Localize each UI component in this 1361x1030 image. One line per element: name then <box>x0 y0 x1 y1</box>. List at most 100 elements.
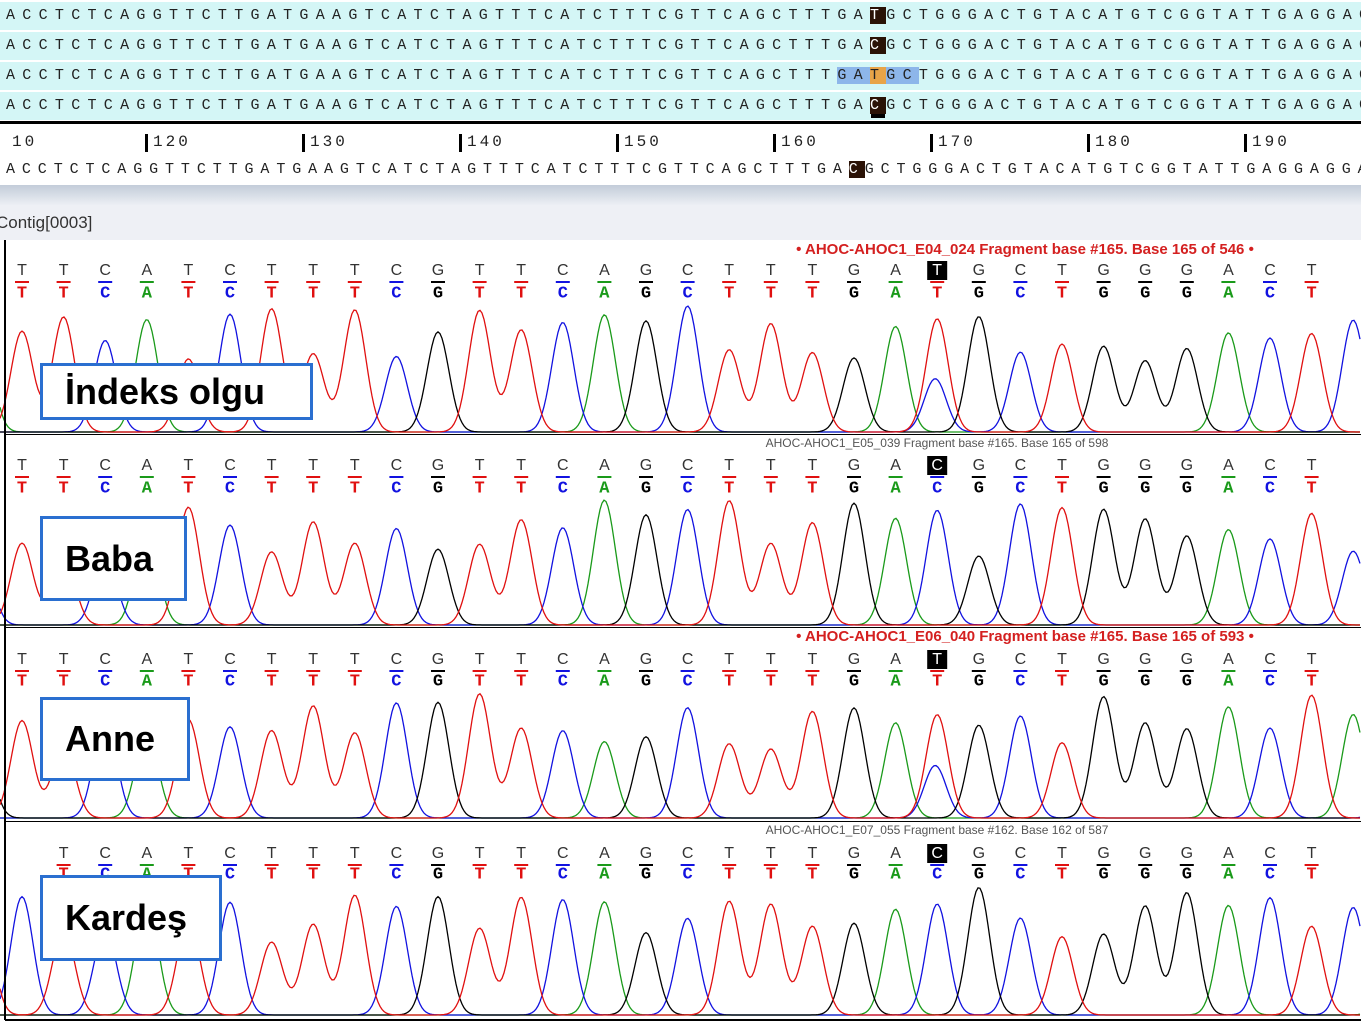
ruler-label: 140 <box>467 133 505 151</box>
called-base: T <box>183 479 193 498</box>
called-base: T <box>350 284 360 303</box>
called-base: C <box>558 284 568 303</box>
base-letter: G <box>1181 262 1193 279</box>
called-base: C <box>225 865 235 884</box>
base-letter: T <box>724 262 734 279</box>
base-letter: G <box>1181 845 1193 862</box>
called-base: C <box>558 865 568 884</box>
called-base: T <box>766 865 776 884</box>
called-base: G <box>1140 865 1150 884</box>
base-letter: T <box>17 651 27 668</box>
ruler-label: 170 <box>938 133 976 151</box>
base-letter: T <box>350 457 360 474</box>
base-letter: T <box>350 845 360 862</box>
base-letter: A <box>141 262 152 279</box>
called-base: T <box>1306 284 1316 303</box>
alignment-row: ACCTCTCAGGTTCTTGATGAAGTCATCTAGTTTCATCTTT… <box>0 32 1361 60</box>
alignment-row: ACCTCTCAGGTTCTTGATGAAGTCATCTAGTTTCATCTTT… <box>0 92 1361 120</box>
base-letter: G <box>640 457 652 474</box>
base-letter: A <box>890 651 901 668</box>
called-base: C <box>1265 479 1275 498</box>
called-base: G <box>1182 865 1192 884</box>
called-base: G <box>641 672 651 691</box>
called-base: T <box>1306 672 1316 691</box>
separator <box>0 121 1361 124</box>
called-base: G <box>1140 479 1150 498</box>
base-letter: T <box>1307 845 1317 862</box>
called-base: T <box>1306 865 1316 884</box>
called-base: C <box>1015 479 1025 498</box>
called-base: T <box>516 479 526 498</box>
called-base: C <box>682 865 692 884</box>
called-base: T <box>474 865 484 884</box>
base-letter: T <box>766 262 776 279</box>
base-letter: T <box>308 457 318 474</box>
base-letter: G <box>848 651 860 668</box>
called-base: T <box>183 672 193 691</box>
base-letter: T <box>1057 457 1067 474</box>
alignment-row: ACCTCTCAGGTTCTTGATGAAGTCATCTAGTTTCATCTTT… <box>0 2 1361 30</box>
base-letter: T <box>516 457 526 474</box>
called-base: A <box>890 672 901 691</box>
base-letter: C <box>1015 262 1027 279</box>
base-letter: C <box>391 651 403 668</box>
called-base: G <box>1140 672 1150 691</box>
sequence-segment: T <box>870 67 886 84</box>
base-letter: T <box>808 651 818 668</box>
called-base: C <box>1265 284 1275 303</box>
called-base: C <box>391 284 401 303</box>
sequence-segment: GC <box>886 67 919 84</box>
called-base: A <box>1223 672 1234 691</box>
called-base: G <box>1140 284 1150 303</box>
base-letter: A <box>1223 651 1234 668</box>
sequence-segment: C <box>849 161 865 178</box>
called-base: T <box>766 479 776 498</box>
base-letter: T <box>184 651 194 668</box>
called-base: T <box>474 479 484 498</box>
base-letter: T <box>724 457 734 474</box>
toolbar-band <box>0 185 1361 205</box>
called-base: T <box>516 672 526 691</box>
base-letter: G <box>973 262 985 279</box>
called-base: T <box>266 672 276 691</box>
called-base: T <box>308 672 318 691</box>
base-letter: G <box>1097 262 1109 279</box>
called-base: C <box>558 672 568 691</box>
called-base: G <box>1182 479 1192 498</box>
ruler-tick <box>616 134 619 152</box>
called-base: C <box>391 479 401 498</box>
base-letter: C <box>1264 845 1276 862</box>
base-letter: G <box>848 262 860 279</box>
base-letter: C <box>682 262 694 279</box>
base-letter: T <box>766 651 776 668</box>
called-base: C <box>1265 672 1275 691</box>
base-letter: T <box>475 457 485 474</box>
base-letter: A <box>599 262 610 279</box>
called-base: T <box>58 672 68 691</box>
called-base: G <box>433 865 443 884</box>
called-base: T <box>58 479 68 498</box>
called-base: T <box>766 284 776 303</box>
base-letter: C <box>1264 457 1276 474</box>
sequence-segment: ACCTCTCAGGTTCTTGATGAAGTCATCTAGTTTCATCTTT… <box>6 67 837 84</box>
called-base: G <box>1098 479 1108 498</box>
base-letter: T <box>475 845 485 862</box>
called-base: C <box>682 672 692 691</box>
called-base: T <box>724 865 734 884</box>
base-letter: A <box>141 457 152 474</box>
sequence-segment: GCTGGGACTGTACATGTCGGTATTGAGGAGGA <box>886 37 1361 54</box>
base-letter: T <box>516 262 526 279</box>
sequence-segment: ACCTCTCAGGTTCTTGATGAAGTCATCTAGTTTCATCTTT… <box>6 97 870 114</box>
base-letter: T <box>1307 262 1317 279</box>
sequence-segment: T <box>870 7 886 24</box>
sample-label: Anne <box>40 697 190 781</box>
called-base: G <box>1182 284 1192 303</box>
base-letter: C <box>391 845 403 862</box>
base-letter: C <box>557 845 569 862</box>
called-base: C <box>225 672 235 691</box>
base-letter: C <box>224 457 236 474</box>
base-letter: T <box>1057 651 1067 668</box>
base-letter: G <box>973 845 985 862</box>
sequence-segment: C <box>870 97 886 114</box>
base-letter: T <box>308 651 318 668</box>
